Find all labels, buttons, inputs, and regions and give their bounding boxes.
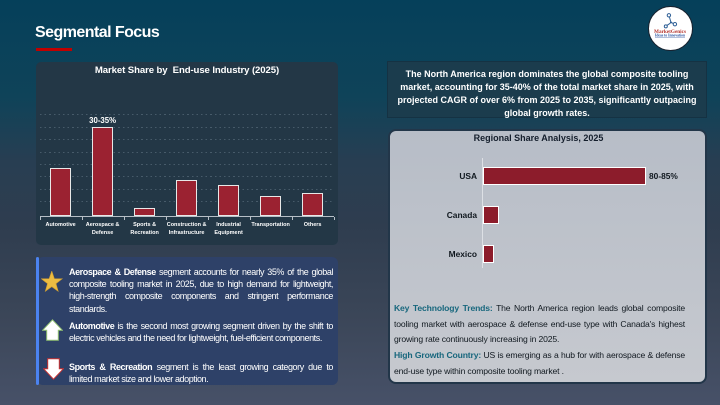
svg-text:MarketGenics: MarketGenics xyxy=(654,30,686,35)
svg-text:Ideas to Innovation: Ideas to Innovation xyxy=(655,34,685,38)
